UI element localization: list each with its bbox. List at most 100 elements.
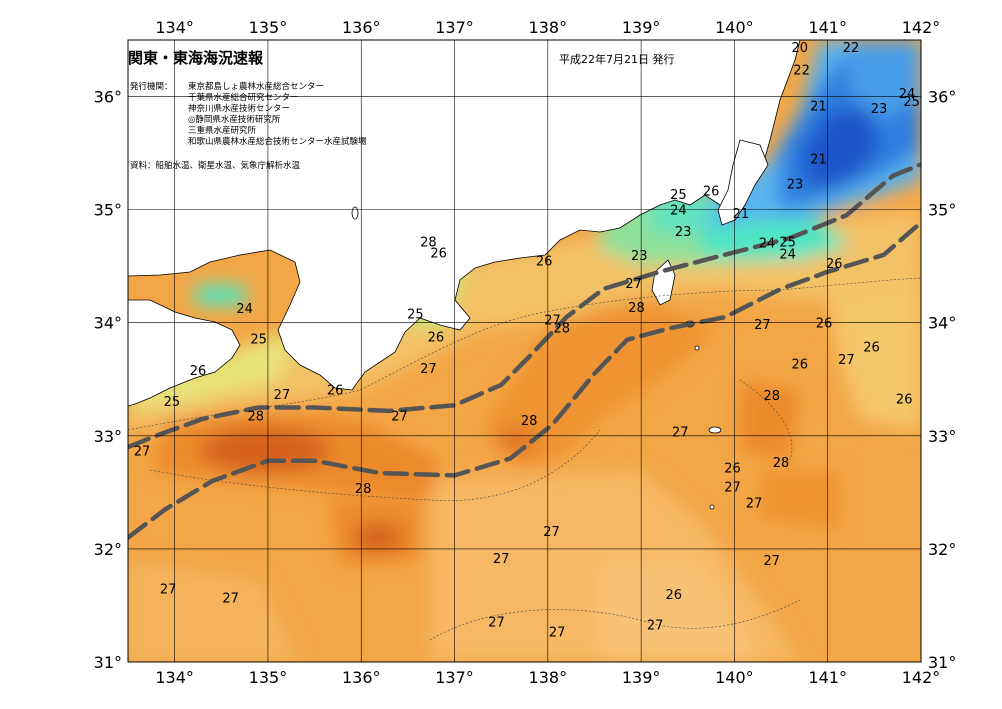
publisher-label: 発行機関： <box>130 82 173 92</box>
isotherm-label: 25 <box>779 235 796 250</box>
lat-label-right: 36° <box>928 88 956 107</box>
isotherm-label: 26 <box>536 255 553 270</box>
isotherm-label: 26 <box>896 392 913 407</box>
lat-label-left: 32° <box>94 540 122 559</box>
lon-label-top: 139° <box>622 18 661 37</box>
isotherm-label: 26 <box>327 383 344 398</box>
isotherm-label: 26 <box>430 247 447 262</box>
isotherm-label: 28 <box>355 482 372 497</box>
lon-label-top: 137° <box>435 18 474 37</box>
isotherm-label: 27 <box>625 277 642 292</box>
isotherm-label: 27 <box>763 554 780 569</box>
isotherm-lines <box>128 277 921 641</box>
isotherm-label: 22 <box>793 63 810 78</box>
isotherm-label: 27 <box>493 552 510 567</box>
publisher-item: 神奈川県水産技術センター <box>188 104 291 114</box>
isotherm-label: 28 <box>248 409 265 424</box>
lon-label-top: 134° <box>155 18 194 37</box>
isotherm-label: 27 <box>543 525 560 540</box>
lat-lon-grid <box>128 40 921 662</box>
isotherm-label: 28 <box>420 235 437 250</box>
isotherm-label: 26 <box>791 357 808 372</box>
isotherm-label: 27 <box>724 481 741 496</box>
isotherm-label: 27 <box>420 362 437 377</box>
isotherm-label: 25 <box>164 395 181 410</box>
lat-label-right: 32° <box>928 540 956 559</box>
lat-label-right: 35° <box>928 201 956 220</box>
isotherm-label: 24 <box>670 204 687 219</box>
isotherm-label: 20 <box>791 41 808 56</box>
isotherm-label: 24 <box>779 248 796 263</box>
lon-label-bottom: 142° <box>902 668 941 687</box>
isotherm-label: 27 <box>549 625 566 640</box>
publisher-item: 和歌山県農林水産総合技術センター水産試験場 <box>188 137 367 147</box>
isotherm-label: 22 <box>843 41 860 56</box>
isotherm-label: 23 <box>871 102 888 117</box>
lon-label-top: 138° <box>529 18 568 37</box>
isotherm-label: 28 <box>763 389 780 404</box>
isotherm-label: 24 <box>899 87 916 102</box>
isotherm-label: 27 <box>746 497 763 512</box>
isotherm-label: 26 <box>826 257 843 272</box>
map-title: 関東・東海海況速報 <box>128 49 264 67</box>
land-honshu <box>128 40 801 391</box>
publisher-item: 東京都島しょ農林水産総合センター <box>188 82 325 92</box>
land-boso <box>717 139 769 226</box>
isotherm-label: 28 <box>521 414 538 429</box>
isotherm-label: 21 <box>810 100 827 115</box>
lat-label-right: 33° <box>928 427 956 446</box>
isotherm-label: 27 <box>160 582 177 597</box>
kuroshio-axis-north <box>128 162 921 450</box>
land-shikoku <box>128 299 241 407</box>
lat-label-left: 33° <box>94 427 122 446</box>
isotherm-label: 27 <box>488 615 505 630</box>
lon-label-bottom: 134° <box>155 668 194 687</box>
axis-labels: 134° 134° 135° 135° 136° 136° 137° 137° 138° 138°… <box>94 18 957 687</box>
lon-label-bottom: 140° <box>715 668 754 687</box>
isotherm-label: 26 <box>665 588 682 603</box>
lat-label-right: 34° <box>928 314 956 333</box>
isotherm-label: 28 <box>773 456 790 471</box>
isotherm-label: 27 <box>754 318 771 333</box>
lon-label-bottom: 135° <box>249 668 288 687</box>
lon-label-top: 140° <box>715 18 754 37</box>
publisher-item: 千葉県水産総合研究センター <box>188 93 299 103</box>
isotherm-label: 23 <box>675 225 692 240</box>
isotherm-label: 26 <box>816 317 833 332</box>
isotherm-label: 26 <box>724 461 741 476</box>
isotherm-label: 27 <box>391 409 408 424</box>
isotherm-label: 21 <box>810 153 827 168</box>
data-source: 資料：船舶水温、衛星水温、気象庁解析水温 <box>130 161 301 171</box>
lon-label-top: 141° <box>808 18 847 37</box>
isotherm-label: 25 <box>407 308 424 323</box>
kuroshio-axes <box>128 162 921 540</box>
isotherm-label: 27 <box>672 425 689 440</box>
lon-label-bottom: 139° <box>622 668 661 687</box>
isotherm-label: 26 <box>703 184 720 199</box>
isotherm-label: 26 <box>428 330 445 345</box>
isotherm-label: 28 <box>628 301 645 316</box>
lat-label-left: 35° <box>94 201 122 220</box>
lon-label-top: 142° <box>902 18 941 37</box>
isotherm-label: 27 <box>134 445 151 460</box>
isotherm-label: 27 <box>838 353 855 368</box>
lat-label-left: 31° <box>94 653 122 672</box>
isotherm-label: 25 <box>903 95 920 110</box>
isotherm-label: 24 <box>759 236 776 251</box>
isotherm-label: 25 <box>250 333 267 348</box>
lon-label-bottom: 137° <box>435 668 474 687</box>
map-border <box>127 39 922 663</box>
isotherm-label: 28 <box>554 321 571 336</box>
issue-date: 平成22年7月21日 発行 <box>559 53 675 66</box>
lat-label-left: 34° <box>94 314 122 333</box>
isotherm-label: 23 <box>787 178 804 193</box>
publisher-item: 三重県水産研究所 <box>188 126 257 136</box>
isotherm-label: 27 <box>274 388 291 403</box>
isotherm-label: 26 <box>863 340 880 355</box>
lon-label-bottom: 138° <box>529 668 568 687</box>
publisher-list: 東京都島しょ農林水産総合センター 千葉県水産総合研究センター 神奈川県水産技術セ… <box>188 82 367 148</box>
publisher-item: ◎静岡県水産技術研究所 <box>188 115 281 125</box>
